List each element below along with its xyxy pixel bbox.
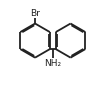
Text: NH₂: NH₂ xyxy=(44,59,61,68)
Text: Br: Br xyxy=(30,9,40,18)
